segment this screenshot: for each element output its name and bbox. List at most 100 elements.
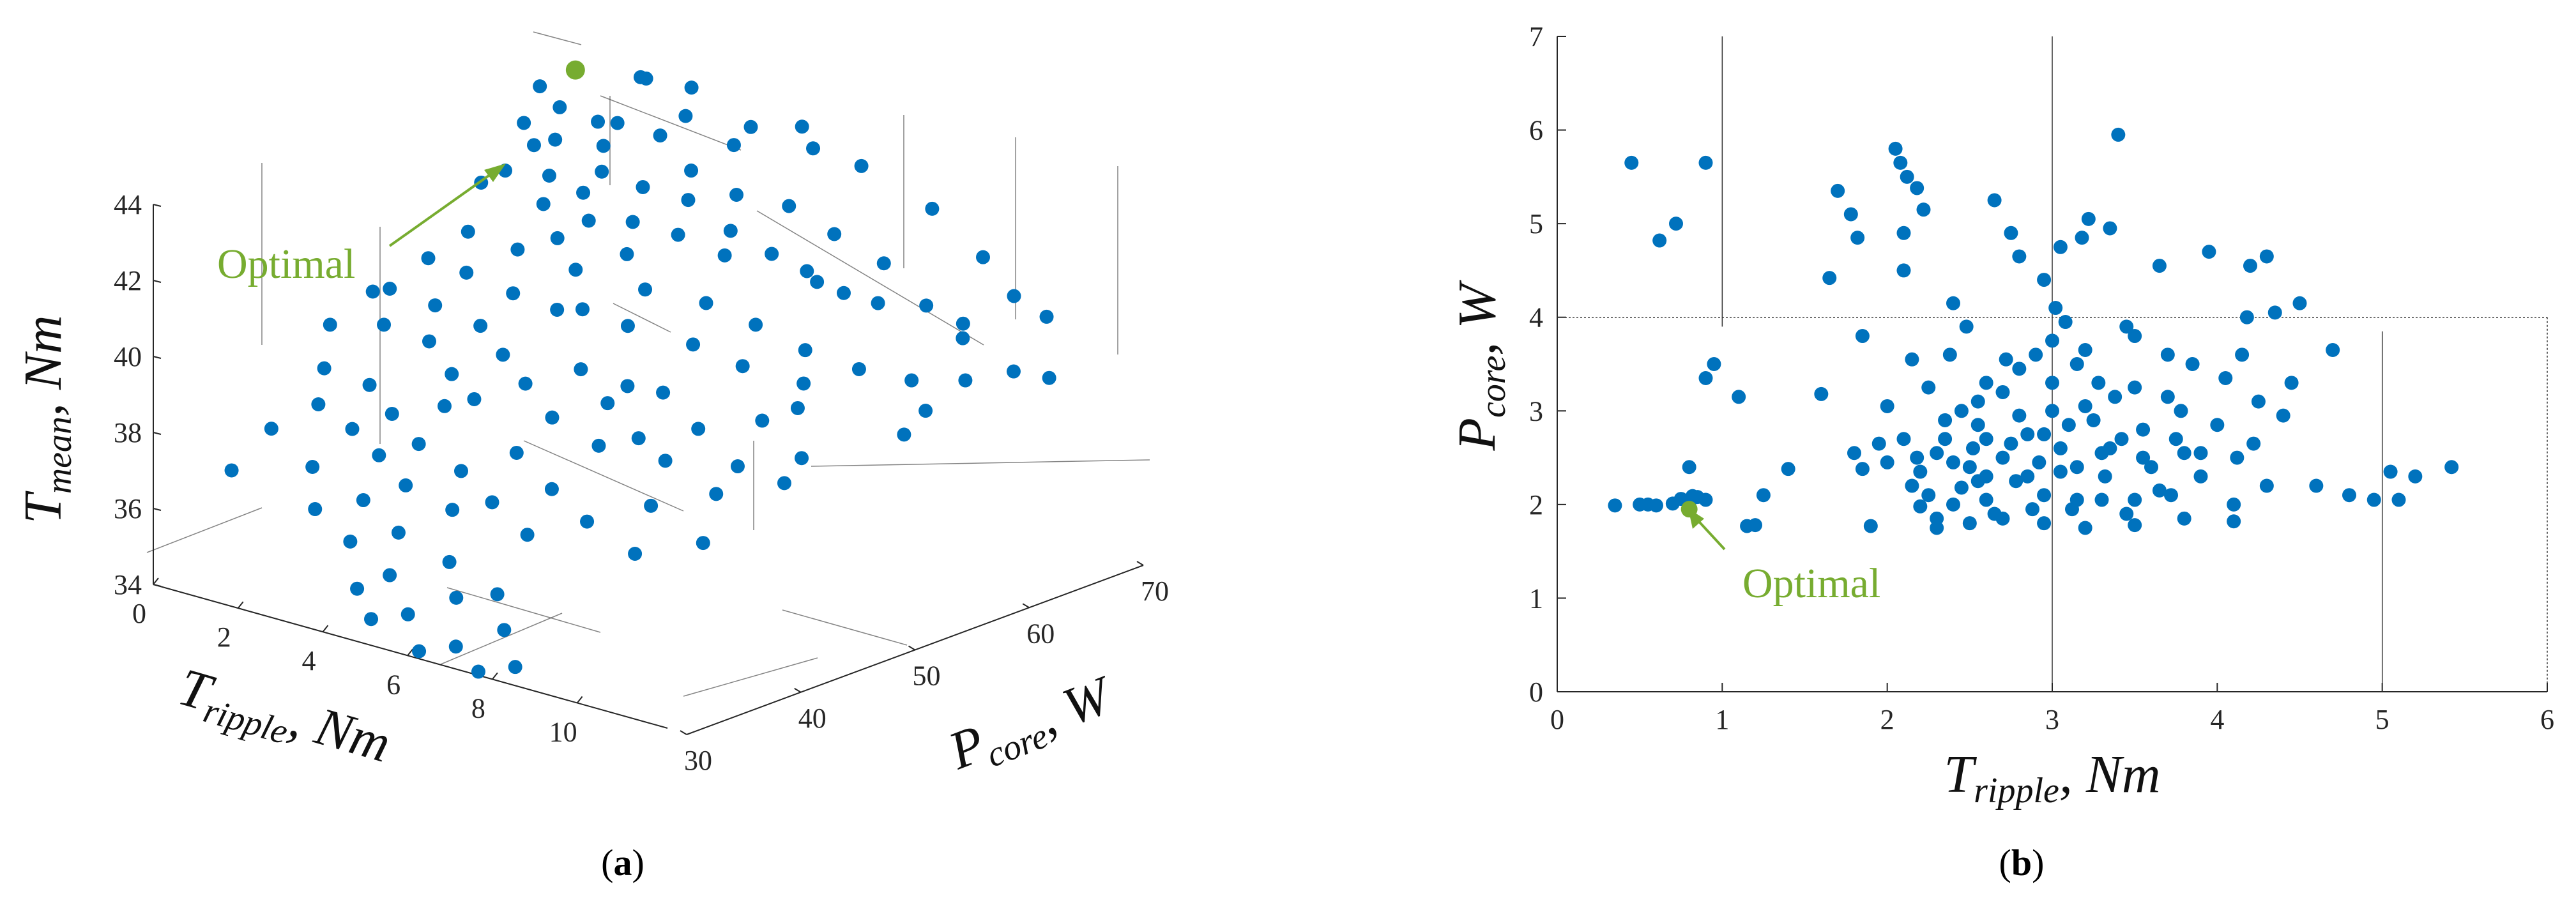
a-data-point — [506, 286, 521, 301]
a-data-point — [520, 528, 535, 542]
b-data-point — [1698, 370, 1713, 385]
b-data-point — [2020, 469, 2035, 484]
b-data-point — [1682, 460, 1696, 475]
a-guide-line — [533, 31, 582, 45]
a-data-point — [568, 263, 583, 277]
b-data-point — [2045, 376, 2059, 390]
a-z-label-sub: mean — [40, 416, 79, 494]
a-data-point — [542, 168, 556, 183]
b-data-point — [1855, 329, 1870, 344]
b-data-point — [1698, 155, 1713, 170]
a-data-point — [678, 109, 693, 123]
a-x-ticks: 0 2 4 6 8 10 — [132, 577, 583, 747]
b-data-point — [1966, 441, 1980, 455]
a-data-point — [385, 406, 399, 421]
b-data-point — [2091, 376, 2106, 390]
a-data-point — [644, 498, 659, 513]
b-data-point — [1979, 432, 1993, 446]
a-z-tick-label: 40 — [114, 341, 142, 372]
b-x-ticks: 0 1 2 3 4 5 6 — [1550, 683, 2554, 735]
a-z-tick-mark — [153, 356, 162, 359]
b-x-axis-label: Tripple, Nm — [1944, 745, 2160, 811]
a-caption-close: ) — [632, 842, 644, 883]
b-data-point — [2037, 427, 2052, 441]
b-caption: (b) — [1999, 842, 2045, 883]
b-data-point — [2020, 427, 2035, 441]
a-data-point — [526, 138, 541, 153]
a-data-point — [620, 379, 635, 393]
a-data-point — [749, 317, 763, 332]
b-data-point — [1896, 432, 1911, 446]
a-data-point — [548, 132, 563, 147]
a-x-tick-label: 8 — [471, 692, 485, 724]
a-data-point — [448, 639, 463, 654]
b-optimal-arrowhead — [1688, 508, 1704, 529]
b-data-point — [1959, 319, 1974, 334]
a-data-point — [1042, 370, 1056, 385]
a-data-point — [323, 317, 337, 332]
b-data-point — [2227, 497, 2241, 512]
b-data-point — [1871, 436, 1886, 451]
a-x-tick-mark — [492, 672, 498, 680]
b-data-point — [2239, 310, 2254, 324]
a-data-point — [550, 231, 565, 245]
b-data-point — [1896, 263, 1911, 278]
b-data-point — [1995, 385, 2010, 399]
a-x-axis-label: Tripple, Nm — [171, 657, 397, 781]
b-y-tick-label: 1 — [1529, 583, 1543, 614]
a-data-point — [591, 438, 606, 453]
a-data-point — [471, 664, 485, 679]
b-data-point — [2193, 446, 2208, 461]
a-data-point — [800, 264, 814, 278]
a-data-point — [399, 478, 413, 492]
b-y-tick-label: 6 — [1529, 115, 1543, 146]
a-z-tick-mark — [153, 584, 162, 587]
a-data-point — [580, 514, 595, 529]
a-x-tick-label: 6 — [386, 669, 400, 700]
a-data-point — [428, 298, 443, 313]
b-data-point — [2037, 516, 2052, 531]
b-data-point — [2128, 380, 2142, 395]
b-data-point — [1905, 352, 1919, 367]
b-data-point — [2053, 464, 2068, 479]
a-data-point — [827, 227, 842, 241]
b-data-point — [2230, 450, 2244, 465]
a-x-tick-mark — [576, 696, 583, 704]
a-data-point — [729, 188, 744, 202]
a-data-point — [445, 503, 460, 517]
a-data-point — [631, 431, 646, 446]
b-data-point — [2267, 305, 2282, 320]
b-data-point — [2383, 464, 2398, 479]
b-data-point — [2160, 347, 2175, 362]
a-z-tick-mark — [153, 508, 162, 511]
a-z-label-main: T — [13, 491, 73, 524]
b-data-point — [2094, 492, 2109, 507]
b-data-point — [2103, 441, 2117, 455]
a-data-point — [365, 284, 380, 299]
b-data-point — [1942, 347, 1957, 362]
b-data-point — [2037, 488, 2052, 503]
a-optimal-arrow — [388, 170, 496, 247]
a-z-tick-label: 42 — [114, 265, 142, 296]
a-guide-line — [523, 440, 684, 512]
a-data-point — [723, 224, 738, 238]
a-data-point — [453, 464, 468, 478]
b-y-ticks: 0 1 2 3 4 5 6 7 — [1529, 21, 1566, 708]
a-data-point — [798, 343, 812, 358]
b-data-point — [2045, 404, 2059, 418]
b-data-point — [2366, 492, 2381, 507]
a-data-point — [411, 437, 426, 452]
b-data-point — [1880, 455, 1894, 469]
a-guide-line — [782, 609, 908, 646]
b-data-point — [2243, 259, 2257, 273]
b-data-point — [2144, 460, 2158, 475]
a-data-point — [536, 197, 551, 211]
a-z-tick-mark — [153, 280, 162, 283]
a-data-point — [836, 286, 851, 300]
a-z-tick-label: 44 — [114, 189, 142, 220]
b-data-point — [1970, 418, 1985, 432]
b-data-point — [1649, 498, 1663, 513]
b-data-point — [1831, 183, 1845, 198]
b-data-point — [1814, 386, 1829, 401]
b-data-point — [1979, 492, 1993, 507]
